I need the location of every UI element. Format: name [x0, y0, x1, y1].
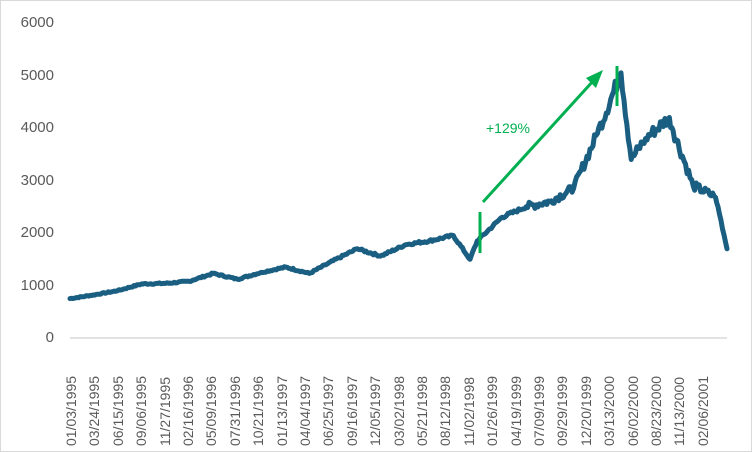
y-tick-0: 0	[45, 329, 54, 346]
y-tick-1000: 1000	[20, 277, 54, 294]
y-tick-3000: 3000	[20, 172, 54, 189]
y-tick-4000: 4000	[20, 119, 54, 136]
series-line	[67, 70, 730, 302]
y-tick-5000: 5000	[20, 67, 54, 84]
growth-arrow	[481, 78, 596, 204]
y-tick-6000: 6000	[20, 14, 54, 31]
arrowhead-icon	[586, 70, 603, 88]
growth-label: +129%	[486, 120, 530, 136]
y-tick-2000: 2000	[20, 224, 54, 241]
